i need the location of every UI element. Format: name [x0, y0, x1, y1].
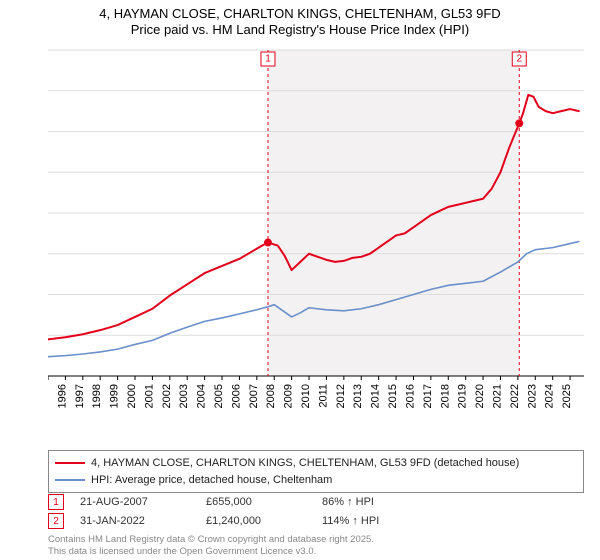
- attribution: Contains HM Land Registry data © Crown c…: [48, 534, 374, 558]
- marker-pct: 114% ↑ HPI: [322, 515, 379, 527]
- legend: 4, HAYMAN CLOSE, CHARLTON KINGS, CHELTEN…: [48, 450, 584, 493]
- attribution-line1: Contains HM Land Registry data © Crown c…: [48, 534, 374, 546]
- chart-svg: £0£200K£400K£600K£800K£1M£1.2M£1.4M£1.6M…: [48, 46, 584, 416]
- attribution-line2: This data is licensed under the Open Gov…: [48, 546, 374, 558]
- svg-text:2003: 2003: [178, 384, 190, 408]
- svg-text:2006: 2006: [230, 384, 242, 408]
- svg-text:1998: 1998: [91, 384, 103, 408]
- legend-row: HPI: Average price, detached house, Chel…: [55, 472, 577, 489]
- title-address: 4, HAYMAN CLOSE, CHARLTON KINGS, CHELTEN…: [0, 6, 600, 22]
- svg-text:2025: 2025: [561, 384, 573, 408]
- svg-text:2005: 2005: [213, 384, 225, 408]
- svg-text:2018: 2018: [439, 384, 451, 408]
- marker-table-row: 2 31-JAN-2022 £1,240,000 114% ↑ HPI: [48, 513, 584, 529]
- chart-container: 4, HAYMAN CLOSE, CHARLTON KINGS, CHELTEN…: [0, 0, 600, 560]
- svg-text:2019: 2019: [457, 384, 469, 408]
- svg-text:2: 2: [516, 54, 522, 65]
- marker-price: £1,240,000: [206, 515, 306, 527]
- marker-date: 31-JAN-2022: [80, 515, 190, 527]
- marker-pct: 86% ↑ HPI: [322, 496, 374, 508]
- svg-text:1996: 1996: [56, 384, 68, 408]
- svg-text:2000: 2000: [126, 384, 138, 408]
- svg-text:2022: 2022: [509, 384, 521, 408]
- svg-text:2007: 2007: [248, 384, 260, 408]
- legend-label: 4, HAYMAN CLOSE, CHARLTON KINGS, CHELTEN…: [91, 455, 519, 472]
- svg-text:2004: 2004: [196, 384, 208, 408]
- legend-swatch: [55, 479, 85, 481]
- svg-text:2009: 2009: [283, 384, 295, 408]
- svg-text:2002: 2002: [161, 384, 173, 408]
- title-subtitle: Price paid vs. HM Land Registry's House …: [0, 22, 600, 38]
- title-block: 4, HAYMAN CLOSE, CHARLTON KINGS, CHELTEN…: [0, 0, 600, 39]
- svg-text:1999: 1999: [109, 384, 121, 408]
- svg-text:1: 1: [265, 54, 271, 65]
- chart-area: £0£200K£400K£600K£800K£1M£1.2M£1.4M£1.6M…: [48, 46, 584, 416]
- legend-swatch: [55, 462, 85, 464]
- svg-text:1997: 1997: [74, 384, 86, 408]
- marker-table-row: 1 21-AUG-2007 £655,000 86% ↑ HPI: [48, 494, 584, 510]
- svg-text:2014: 2014: [370, 384, 382, 408]
- svg-text:2013: 2013: [352, 384, 364, 408]
- svg-text:2011: 2011: [317, 384, 329, 408]
- svg-text:2010: 2010: [300, 384, 312, 408]
- svg-text:2015: 2015: [387, 384, 399, 408]
- marker-price: £655,000: [206, 496, 306, 508]
- svg-text:1995: 1995: [48, 384, 51, 408]
- svg-text:2023: 2023: [526, 384, 538, 408]
- svg-text:2016: 2016: [404, 384, 416, 408]
- svg-text:2021: 2021: [491, 384, 503, 408]
- legend-row: 4, HAYMAN CLOSE, CHARLTON KINGS, CHELTEN…: [55, 455, 577, 472]
- legend-label: HPI: Average price, detached house, Chel…: [91, 472, 332, 489]
- svg-text:2012: 2012: [335, 384, 347, 408]
- marker-number-box: 1: [48, 494, 64, 510]
- svg-text:2008: 2008: [265, 384, 277, 408]
- marker-table: 1 21-AUG-2007 £655,000 86% ↑ HPI 2 31-JAN-202…: [48, 494, 584, 532]
- svg-text:2017: 2017: [422, 384, 434, 408]
- svg-text:2024: 2024: [544, 384, 556, 408]
- svg-text:2001: 2001: [143, 384, 155, 408]
- svg-text:2020: 2020: [474, 384, 486, 408]
- marker-number-box: 2: [48, 513, 64, 529]
- marker-date: 21-AUG-2007: [80, 496, 190, 508]
